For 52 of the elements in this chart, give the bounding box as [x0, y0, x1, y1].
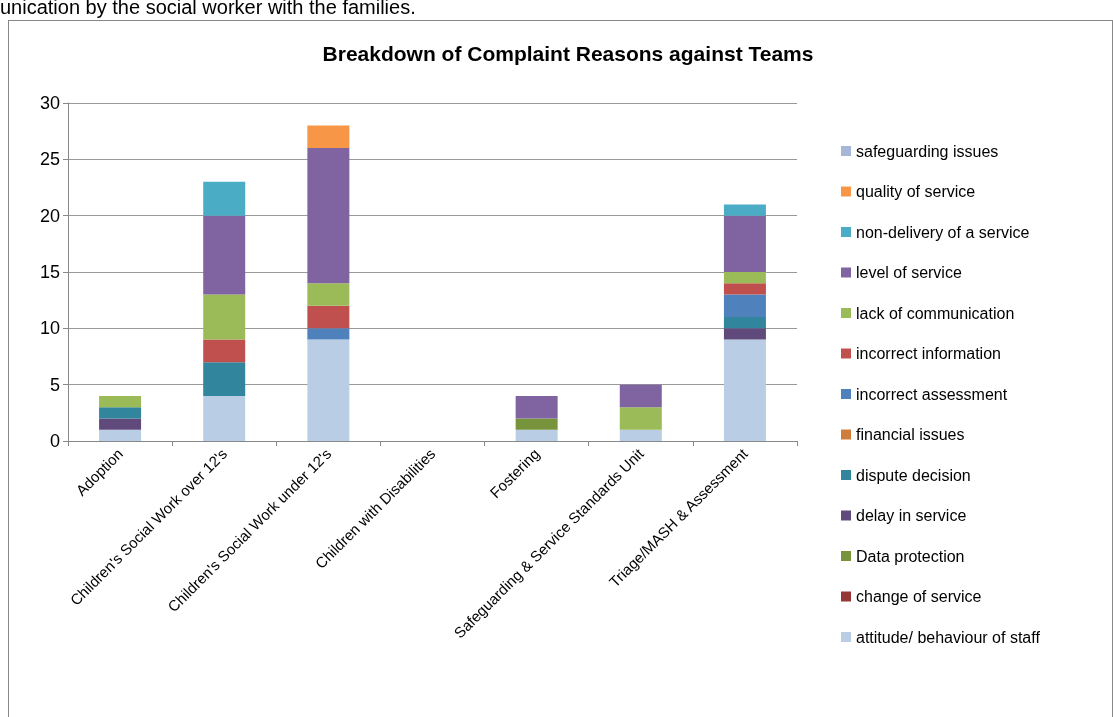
bar	[515, 429, 558, 441]
legend-label: quality of service	[856, 183, 976, 200]
bar	[307, 328, 350, 340]
bar	[99, 395, 142, 408]
bar	[307, 148, 350, 284]
bar	[723, 328, 766, 340]
bar	[99, 407, 142, 419]
legend-label: change of service	[856, 588, 982, 605]
legend-label: Data protection	[856, 547, 965, 565]
legend-label: non-delivery of a service	[856, 223, 1030, 241]
y-tick-label: 15	[39, 262, 60, 282]
bar	[723, 283, 766, 295]
legend-label: delay in service	[856, 507, 967, 524]
bar	[723, 215, 766, 272]
bar	[99, 418, 142, 430]
bar	[723, 317, 766, 329]
bar	[203, 395, 246, 441]
y-tick-label: 25	[39, 149, 60, 170]
legend-label: lack of communication	[856, 304, 1015, 322]
bar	[203, 181, 246, 216]
y-tick-label: 10	[39, 318, 60, 339]
bar	[307, 283, 350, 306]
bar	[515, 395, 558, 419]
legend-label: incorrect information	[856, 345, 1001, 362]
bar	[203, 339, 246, 363]
bar	[307, 339, 350, 441]
bar	[203, 362, 246, 396]
text: unication by the social worker with the families.	[0, 0, 416, 19]
bar	[203, 294, 246, 340]
bar	[619, 407, 662, 430]
bar	[723, 204, 766, 216]
bar	[515, 418, 558, 430]
bar	[307, 125, 350, 149]
legend-label: safeguarding issues	[856, 142, 999, 160]
legend-label: dispute decision	[856, 466, 971, 484]
bar	[723, 272, 766, 284]
bar	[619, 429, 662, 441]
legend-label: level of service	[856, 264, 962, 281]
y-tick-label: 0	[49, 431, 60, 451]
y-tick-label: 30	[39, 93, 60, 113]
legend-label: incorrect assessment	[856, 385, 1008, 403]
legend-label: attitude/ behaviour of staff	[856, 628, 1041, 646]
bar	[723, 339, 766, 441]
legend-label: financial issues	[856, 426, 965, 443]
chart-title: Breakdown of Complaint Reasons against Teams	[322, 42, 814, 65]
bar	[723, 294, 766, 318]
bar	[99, 429, 142, 441]
bar	[203, 215, 246, 295]
y-tick-label: 5	[49, 374, 60, 395]
y-tick-label: 20	[39, 205, 60, 226]
bar	[619, 384, 662, 408]
bar	[307, 305, 350, 329]
